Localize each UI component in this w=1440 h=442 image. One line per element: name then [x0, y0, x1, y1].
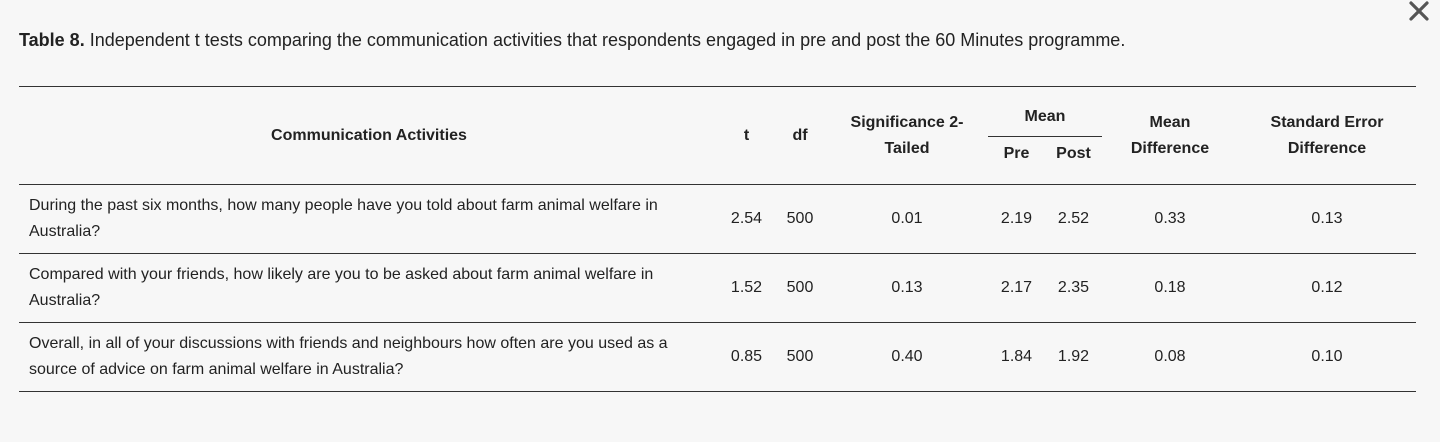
- cell-post: 2.35: [1045, 253, 1102, 323]
- table-row: Compared with your friends, how likely a…: [19, 253, 1416, 323]
- cell-pre: 2.17: [988, 253, 1045, 323]
- header-standard-error-line1: Standard Error: [1270, 113, 1384, 131]
- table-caption-text: Independent t tests comparing the commun…: [84, 30, 1126, 50]
- cell-post: 1.92: [1045, 322, 1102, 392]
- cell-t: 1.52: [719, 253, 774, 323]
- cell-t: 2.54: [719, 184, 774, 254]
- table-row: During the past six months, how many peo…: [19, 184, 1416, 254]
- data-table: Communication Activities t df Significan…: [19, 86, 1416, 392]
- cell-activity: During the past six months, how many peo…: [19, 184, 719, 254]
- cell-se-difference: 0.10: [1238, 322, 1416, 392]
- close-icon: [1409, 1, 1429, 21]
- table-row: Overall, in all of your discussions with…: [19, 322, 1416, 392]
- cell-significance: 0.01: [826, 184, 988, 254]
- table-caption: Table 8. Independent t tests comparing t…: [19, 30, 1125, 51]
- header-standard-error-difference: Standard Error Difference: [1238, 86, 1416, 185]
- header-significance-line2: Tailed: [884, 139, 930, 157]
- cell-post: 2.52: [1045, 184, 1102, 254]
- cell-activity: Overall, in all of your discussions with…: [19, 322, 719, 392]
- cell-se-difference: 0.12: [1238, 253, 1416, 323]
- cell-significance: 0.13: [826, 253, 988, 323]
- header-significance-line1: Significance 2-: [850, 113, 964, 131]
- cell-mean-difference: 0.08: [1102, 322, 1238, 392]
- cell-significance: 0.40: [826, 322, 988, 392]
- cell-pre: 1.84: [988, 322, 1045, 392]
- header-mean-group: Mean Pre Post: [988, 86, 1102, 185]
- cell-pre: 2.19: [988, 184, 1045, 254]
- header-significance: Significance 2- Tailed: [826, 86, 988, 185]
- cell-mean-difference: 0.33: [1102, 184, 1238, 254]
- cell-t: 0.85: [719, 322, 774, 392]
- header-standard-error-line2: Difference: [1287, 139, 1367, 157]
- header-mean: Mean: [988, 104, 1102, 137]
- header-mean-difference: Mean Difference: [1102, 86, 1238, 185]
- header-t: t: [719, 86, 774, 185]
- header-post: Post: [1056, 145, 1091, 162]
- cell-df: 500: [774, 322, 826, 392]
- header-communication-activities: Communication Activities: [19, 86, 719, 185]
- cell-activity: Compared with your friends, how likely a…: [19, 253, 719, 323]
- header-pre: Pre: [1003, 145, 1030, 162]
- cell-se-difference: 0.13: [1238, 184, 1416, 254]
- cell-mean-difference: 0.18: [1102, 253, 1238, 323]
- table-header-row: Communication Activities t df Significan…: [19, 86, 1416, 185]
- cell-df: 500: [774, 184, 826, 254]
- cell-df: 500: [774, 253, 826, 323]
- header-mean-difference-line1: Mean: [1149, 113, 1191, 131]
- close-button[interactable]: [1406, 0, 1432, 24]
- header-df: df: [774, 86, 826, 185]
- header-mean-difference-line2: Difference: [1130, 139, 1210, 157]
- table-caption-label: Table 8.: [19, 30, 85, 50]
